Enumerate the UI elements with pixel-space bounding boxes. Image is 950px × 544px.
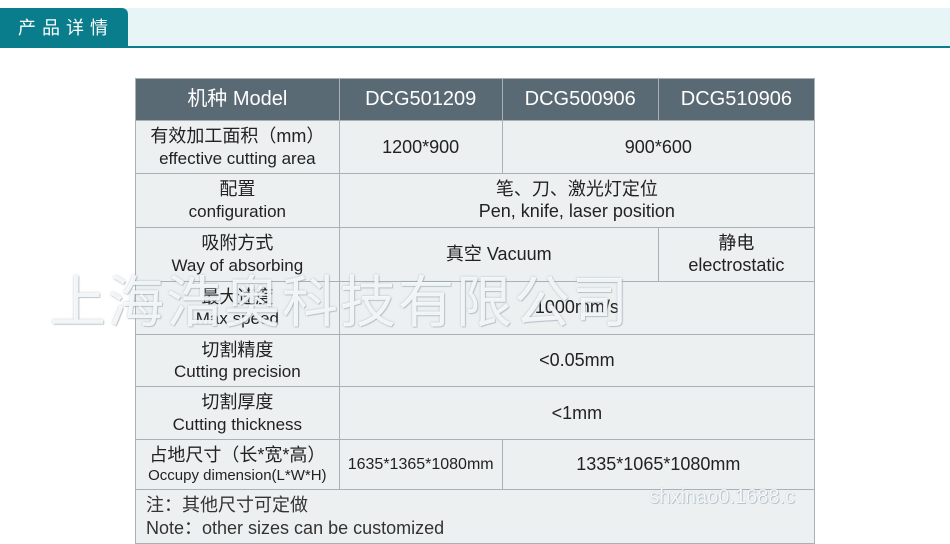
th-model-3: DCG510906 xyxy=(658,79,814,121)
val-dim-23: 1335*1065*1080mm xyxy=(502,440,814,490)
label-configuration: 配置 configuration xyxy=(136,173,340,227)
val-area-1: 1200*900 xyxy=(339,121,502,174)
table-header-row: 机种 Model DCG501209 DCG500906 DCG510906 xyxy=(136,79,815,121)
label-absorbing: 吸附方式 Way of absorbing xyxy=(136,227,340,281)
row-max-speed: 最大速度 Max speed 1000mm/s xyxy=(136,281,815,334)
val-dim-1: 1635*1365*1080mm xyxy=(339,440,502,490)
row-dimension: 占地尺寸（长*宽*高） Occupy dimension(L*W*H) 1635… xyxy=(136,440,815,490)
note-cell: 注：其他尺寸可定做 Note：other sizes can be custom… xyxy=(136,490,815,544)
label-cutting-area: 有效加工面积（mm） effective cutting area xyxy=(136,121,340,174)
label-dimension: 占地尺寸（长*宽*高） Occupy dimension(L*W*H) xyxy=(136,440,340,490)
label-thickness: 切割厚度 Cutting thickness xyxy=(136,387,340,440)
label-precision: 切割精度 Cutting precision xyxy=(136,334,340,387)
spec-table: 机种 Model DCG501209 DCG500906 DCG510906 有… xyxy=(135,78,815,544)
val-area-23: 900*600 xyxy=(502,121,814,174)
th-model-en: Model xyxy=(233,88,287,110)
row-configuration: 配置 configuration 笔、刀、激光灯定位 Pen, knife, l… xyxy=(136,173,815,227)
val-thickness: <1mm xyxy=(339,387,814,440)
val-absorb-12: 真空 Vacuum xyxy=(339,227,658,281)
val-precision: <0.05mm xyxy=(339,334,814,387)
section-header: 产品详情 xyxy=(0,8,950,48)
row-cutting-area: 有效加工面积（mm） effective cutting area 1200*9… xyxy=(136,121,815,174)
val-speed: 1000mm/s xyxy=(339,281,814,334)
row-precision: 切割精度 Cutting precision <0.05mm xyxy=(136,334,815,387)
row-note: 注：其他尺寸可定做 Note：other sizes can be custom… xyxy=(136,490,815,544)
th-model-2: DCG500906 xyxy=(502,79,658,121)
val-configuration: 笔、刀、激光灯定位 Pen, knife, laser position xyxy=(339,173,814,227)
th-model-label: 机种 Model xyxy=(136,79,340,121)
th-model-1: DCG501209 xyxy=(339,79,502,121)
row-absorbing: 吸附方式 Way of absorbing 真空 Vacuum 静电 elect… xyxy=(136,227,815,281)
spec-table-container: 上海浩奥科技有限公司 机种 Model DCG501209 DCG500906 … xyxy=(0,48,950,544)
val-absorb-3: 静电 electrostatic xyxy=(658,227,814,281)
row-thickness: 切割厚度 Cutting thickness <1mm xyxy=(136,387,815,440)
label-max-speed: 最大速度 Max speed xyxy=(136,281,340,334)
section-title: 产品详情 xyxy=(0,8,128,46)
th-model-cn: 机种 xyxy=(187,88,227,110)
